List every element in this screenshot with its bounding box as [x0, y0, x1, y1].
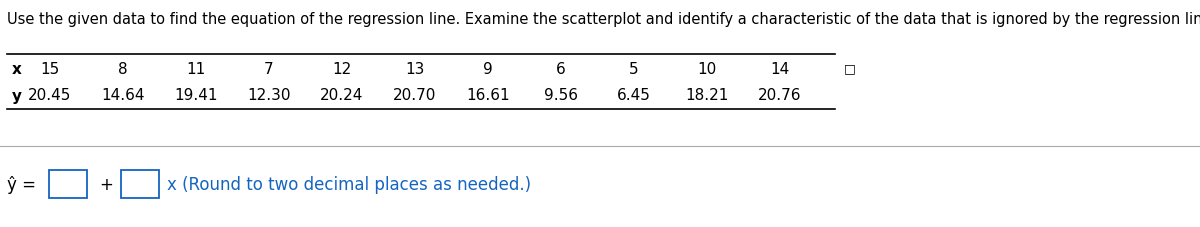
- Text: 8: 8: [118, 61, 128, 76]
- Text: 11: 11: [186, 61, 205, 76]
- Text: Use the given data to find the equation of the regression line. Examine the scat: Use the given data to find the equation …: [7, 12, 1200, 27]
- Text: 20.70: 20.70: [394, 88, 437, 103]
- Text: ŷ =: ŷ =: [7, 175, 36, 193]
- Text: 7: 7: [264, 61, 274, 76]
- Text: 6.45: 6.45: [617, 88, 650, 103]
- Text: 9.56: 9.56: [544, 88, 578, 103]
- Text: 20.24: 20.24: [320, 88, 364, 103]
- Text: 9: 9: [484, 61, 493, 76]
- Text: x: x: [12, 61, 22, 76]
- Text: 20.76: 20.76: [758, 88, 802, 103]
- FancyBboxPatch shape: [49, 170, 88, 198]
- Text: 15: 15: [41, 61, 60, 76]
- Text: x (Round to two decimal places as needed.): x (Round to two decimal places as needed…: [167, 175, 532, 193]
- Text: 12.30: 12.30: [247, 88, 290, 103]
- Text: 16.61: 16.61: [466, 88, 510, 103]
- Text: 12: 12: [332, 61, 352, 76]
- Text: 20.45: 20.45: [29, 88, 72, 103]
- Text: 13: 13: [406, 61, 425, 76]
- Text: +: +: [98, 175, 113, 193]
- Text: □: □: [844, 62, 856, 75]
- Text: 14: 14: [770, 61, 790, 76]
- Text: 19.41: 19.41: [174, 88, 217, 103]
- Text: 5: 5: [629, 61, 638, 76]
- Text: y: y: [12, 88, 22, 103]
- Text: 14.64: 14.64: [101, 88, 145, 103]
- Text: 10: 10: [697, 61, 716, 76]
- Text: 6: 6: [556, 61, 566, 76]
- Text: 18.21: 18.21: [685, 88, 728, 103]
- FancyBboxPatch shape: [121, 170, 158, 198]
